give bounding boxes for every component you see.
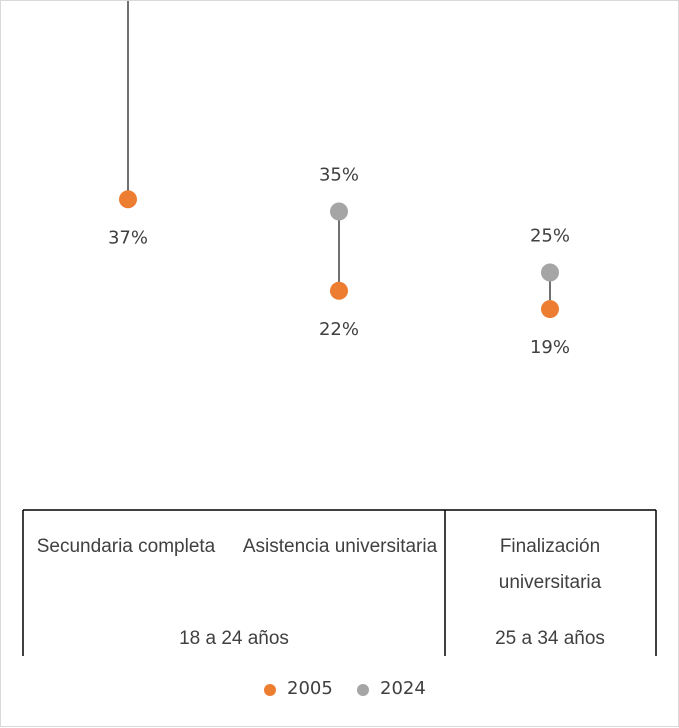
category-label-2: Asistencia universitaria bbox=[243, 536, 438, 557]
data-label-2005-1: 37% bbox=[108, 227, 148, 248]
group-label-1: 18 a 24 años bbox=[179, 628, 289, 649]
point-2024-2 bbox=[330, 202, 348, 221]
legend-marker-2024 bbox=[357, 684, 369, 696]
data-label-2024-2: 35% bbox=[319, 165, 359, 186]
data-label-2024-3: 25% bbox=[530, 226, 570, 247]
group-label-2: 25 a 34 años bbox=[495, 628, 605, 649]
point-2005-2 bbox=[330, 281, 348, 300]
legend-marker-2005 bbox=[264, 684, 276, 696]
point-2005-1 bbox=[119, 190, 137, 209]
point-2024-3 bbox=[541, 263, 559, 282]
legend-label-2024: 2024 bbox=[380, 678, 426, 699]
data-label-2005-2: 22% bbox=[319, 319, 359, 340]
category-label-3-line-2: universitaria bbox=[499, 572, 602, 593]
legend-label-2005: 2005 bbox=[287, 678, 333, 699]
category-label-1: Secundaria completa bbox=[37, 536, 216, 557]
point-2005-3 bbox=[541, 300, 559, 319]
data-label-2005-3: 19% bbox=[530, 337, 570, 358]
category-label-3-line-1: Finalización bbox=[500, 536, 600, 557]
